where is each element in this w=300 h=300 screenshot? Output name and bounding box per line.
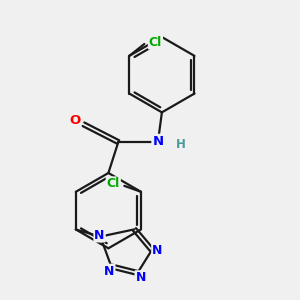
Text: O: O	[69, 114, 80, 127]
Text: Cl: Cl	[106, 177, 120, 190]
Text: N: N	[152, 135, 164, 148]
Text: N: N	[94, 229, 105, 242]
Text: N: N	[136, 271, 146, 284]
Text: N: N	[104, 265, 115, 278]
Text: H: H	[176, 138, 186, 151]
Text: Cl: Cl	[149, 35, 162, 49]
Text: N: N	[152, 244, 163, 256]
